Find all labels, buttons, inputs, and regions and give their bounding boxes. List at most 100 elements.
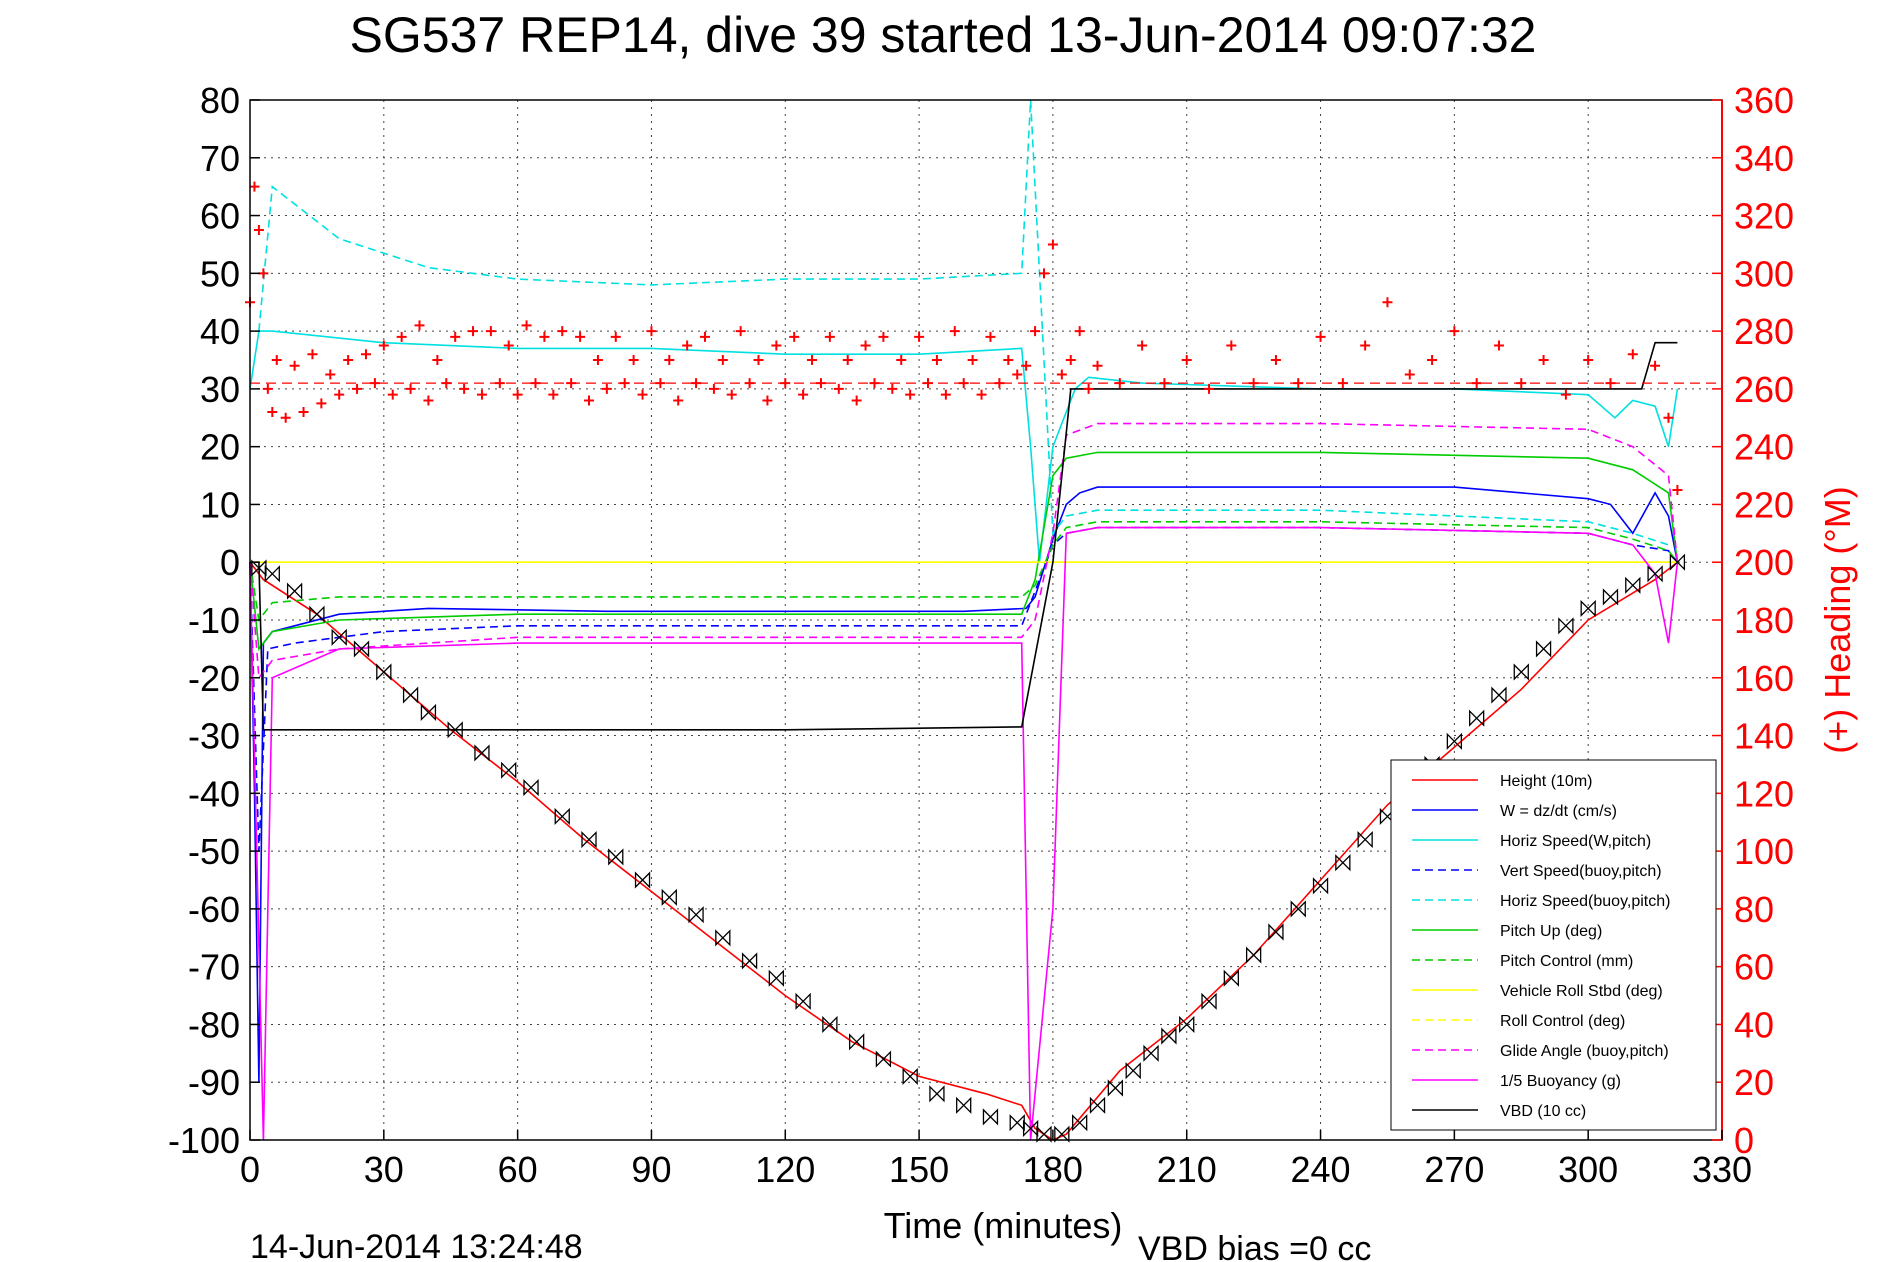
- heading-point: [699, 331, 710, 342]
- heading-point: [878, 331, 889, 342]
- heading-point: [1427, 355, 1438, 365]
- y2-tick-label: 120: [1734, 773, 1794, 814]
- legend-box: [1390, 759, 1717, 1131]
- depth-sample-point: [309, 605, 325, 623]
- depth-sample-point: [1072, 1114, 1088, 1132]
- heading-point: [432, 355, 443, 365]
- heading-point: [967, 355, 978, 365]
- heading-point: [1047, 239, 1058, 250]
- depth-sample-point: [902, 1067, 918, 1086]
- heading-point: [530, 378, 541, 389]
- depth-sample-point: [1602, 588, 1619, 606]
- heading-point: [468, 326, 479, 337]
- heading-point: [378, 340, 389, 351]
- depth-sample-point: [1054, 1125, 1070, 1143]
- heading-point: [267, 407, 278, 417]
- heading-point: [1074, 326, 1085, 337]
- heading-point: [931, 355, 942, 365]
- heading-point: [1038, 268, 1049, 279]
- series-line-7: [249, 520, 1679, 622]
- y2-tick-label: 300: [1734, 253, 1794, 294]
- heading-point: [1181, 355, 1192, 365]
- heading-point: [1270, 355, 1281, 365]
- heading-point: [271, 355, 282, 365]
- heading-point: [682, 340, 693, 351]
- depth-sample-point: [1089, 1096, 1106, 1114]
- heading-point: [253, 225, 264, 235]
- legend-label: Horiz Speed(buoy,pitch): [1500, 893, 1670, 910]
- heading-point: [521, 320, 532, 331]
- x-tick-label: 60: [498, 1149, 538, 1190]
- heading-point: [1315, 331, 1326, 342]
- legend: Height (10m) W = dz/dt (cm/s) Horiz Speed(…: [1390, 759, 1717, 1131]
- y-axis-ticks: 80 70 60 50 40 30 20 10 0 -10 -20 -30 -40 -50 -60 -70 -8…: [168, 80, 260, 1161]
- heading-point: [708, 383, 719, 394]
- heading-point: [512, 389, 523, 400]
- heading-point: [1021, 360, 1032, 371]
- heading-point: [1605, 378, 1616, 389]
- heading-point: [619, 378, 630, 389]
- depth-sample-point: [661, 888, 677, 906]
- depth-sample-point: [1125, 1062, 1141, 1080]
- depth-sample-point: [1036, 1125, 1052, 1143]
- heading-point: [735, 326, 746, 337]
- y2-tick-label: 220: [1734, 484, 1794, 525]
- depth-sample-point: [795, 992, 811, 1010]
- heading-point: [664, 355, 675, 365]
- heading-point: [1627, 349, 1638, 360]
- y-tick-label: -20: [188, 658, 240, 699]
- x-tick-label: 180: [1023, 1149, 1083, 1190]
- heading-point: [923, 378, 934, 389]
- heading-point: [1137, 340, 1148, 351]
- depth-sample-point: [1107, 1079, 1124, 1097]
- x-tick-label: 30: [364, 1149, 404, 1190]
- depth-sample-point: [501, 761, 517, 779]
- heading-point: [1360, 340, 1371, 351]
- depth-sample-point: [1535, 640, 1552, 658]
- heading-point: [352, 383, 363, 394]
- depth-sample-point: [741, 952, 758, 970]
- series-line-11: [249, 526, 1679, 1141]
- heading-point: [1065, 355, 1076, 365]
- x-tick-label: 330: [1692, 1149, 1752, 1190]
- y-tick-label: -90: [188, 1062, 240, 1103]
- chart-title: SG537 REP14, dive 39 started 13-Jun-2014…: [350, 7, 1537, 63]
- heading-point: [280, 412, 291, 423]
- depth-sample-point: [1290, 900, 1306, 918]
- depth-sample-point: [1446, 732, 1463, 750]
- x-tick-label: 0: [240, 1149, 260, 1190]
- y2-axis-ticks: 3603403203002802602402202001801601401201…: [1712, 80, 1794, 1161]
- heading-point: [1663, 412, 1674, 423]
- heading-point: [1538, 355, 1549, 365]
- heading-point: [298, 407, 309, 417]
- depth-sample-point: [929, 1085, 945, 1103]
- heading-point: [1248, 378, 1259, 389]
- depth-sample-point: [474, 744, 490, 762]
- heading-point: [369, 378, 380, 389]
- heading-point: [905, 389, 916, 400]
- depth-sample-point: [264, 565, 280, 583]
- depth-sample-point: [402, 686, 419, 704]
- depth-sample-point: [523, 778, 539, 797]
- y2-tick-label: 40: [1734, 1004, 1774, 1045]
- depth-sample-point: [688, 906, 704, 924]
- y-tick-label: -60: [188, 889, 240, 930]
- heading-point: [771, 340, 782, 351]
- heading-point: [869, 378, 880, 389]
- heading-point: [1471, 378, 1482, 389]
- heading-point: [539, 331, 550, 342]
- heading-point: [396, 331, 407, 342]
- heading-point: [1493, 340, 1504, 351]
- y2-tick-label: 80: [1734, 889, 1774, 930]
- legend-label: VBD (10 cc): [1500, 1103, 1586, 1120]
- depth-sample-point: [286, 582, 303, 600]
- heading-point: [949, 326, 960, 337]
- heading-point: [798, 389, 809, 400]
- heading-point: [548, 389, 559, 400]
- depth-sample-point: [331, 628, 347, 646]
- x-tick-label: 210: [1157, 1149, 1217, 1190]
- heading-point: [450, 331, 461, 342]
- y-tick-label: 20: [200, 427, 240, 468]
- heading-point: [262, 383, 273, 394]
